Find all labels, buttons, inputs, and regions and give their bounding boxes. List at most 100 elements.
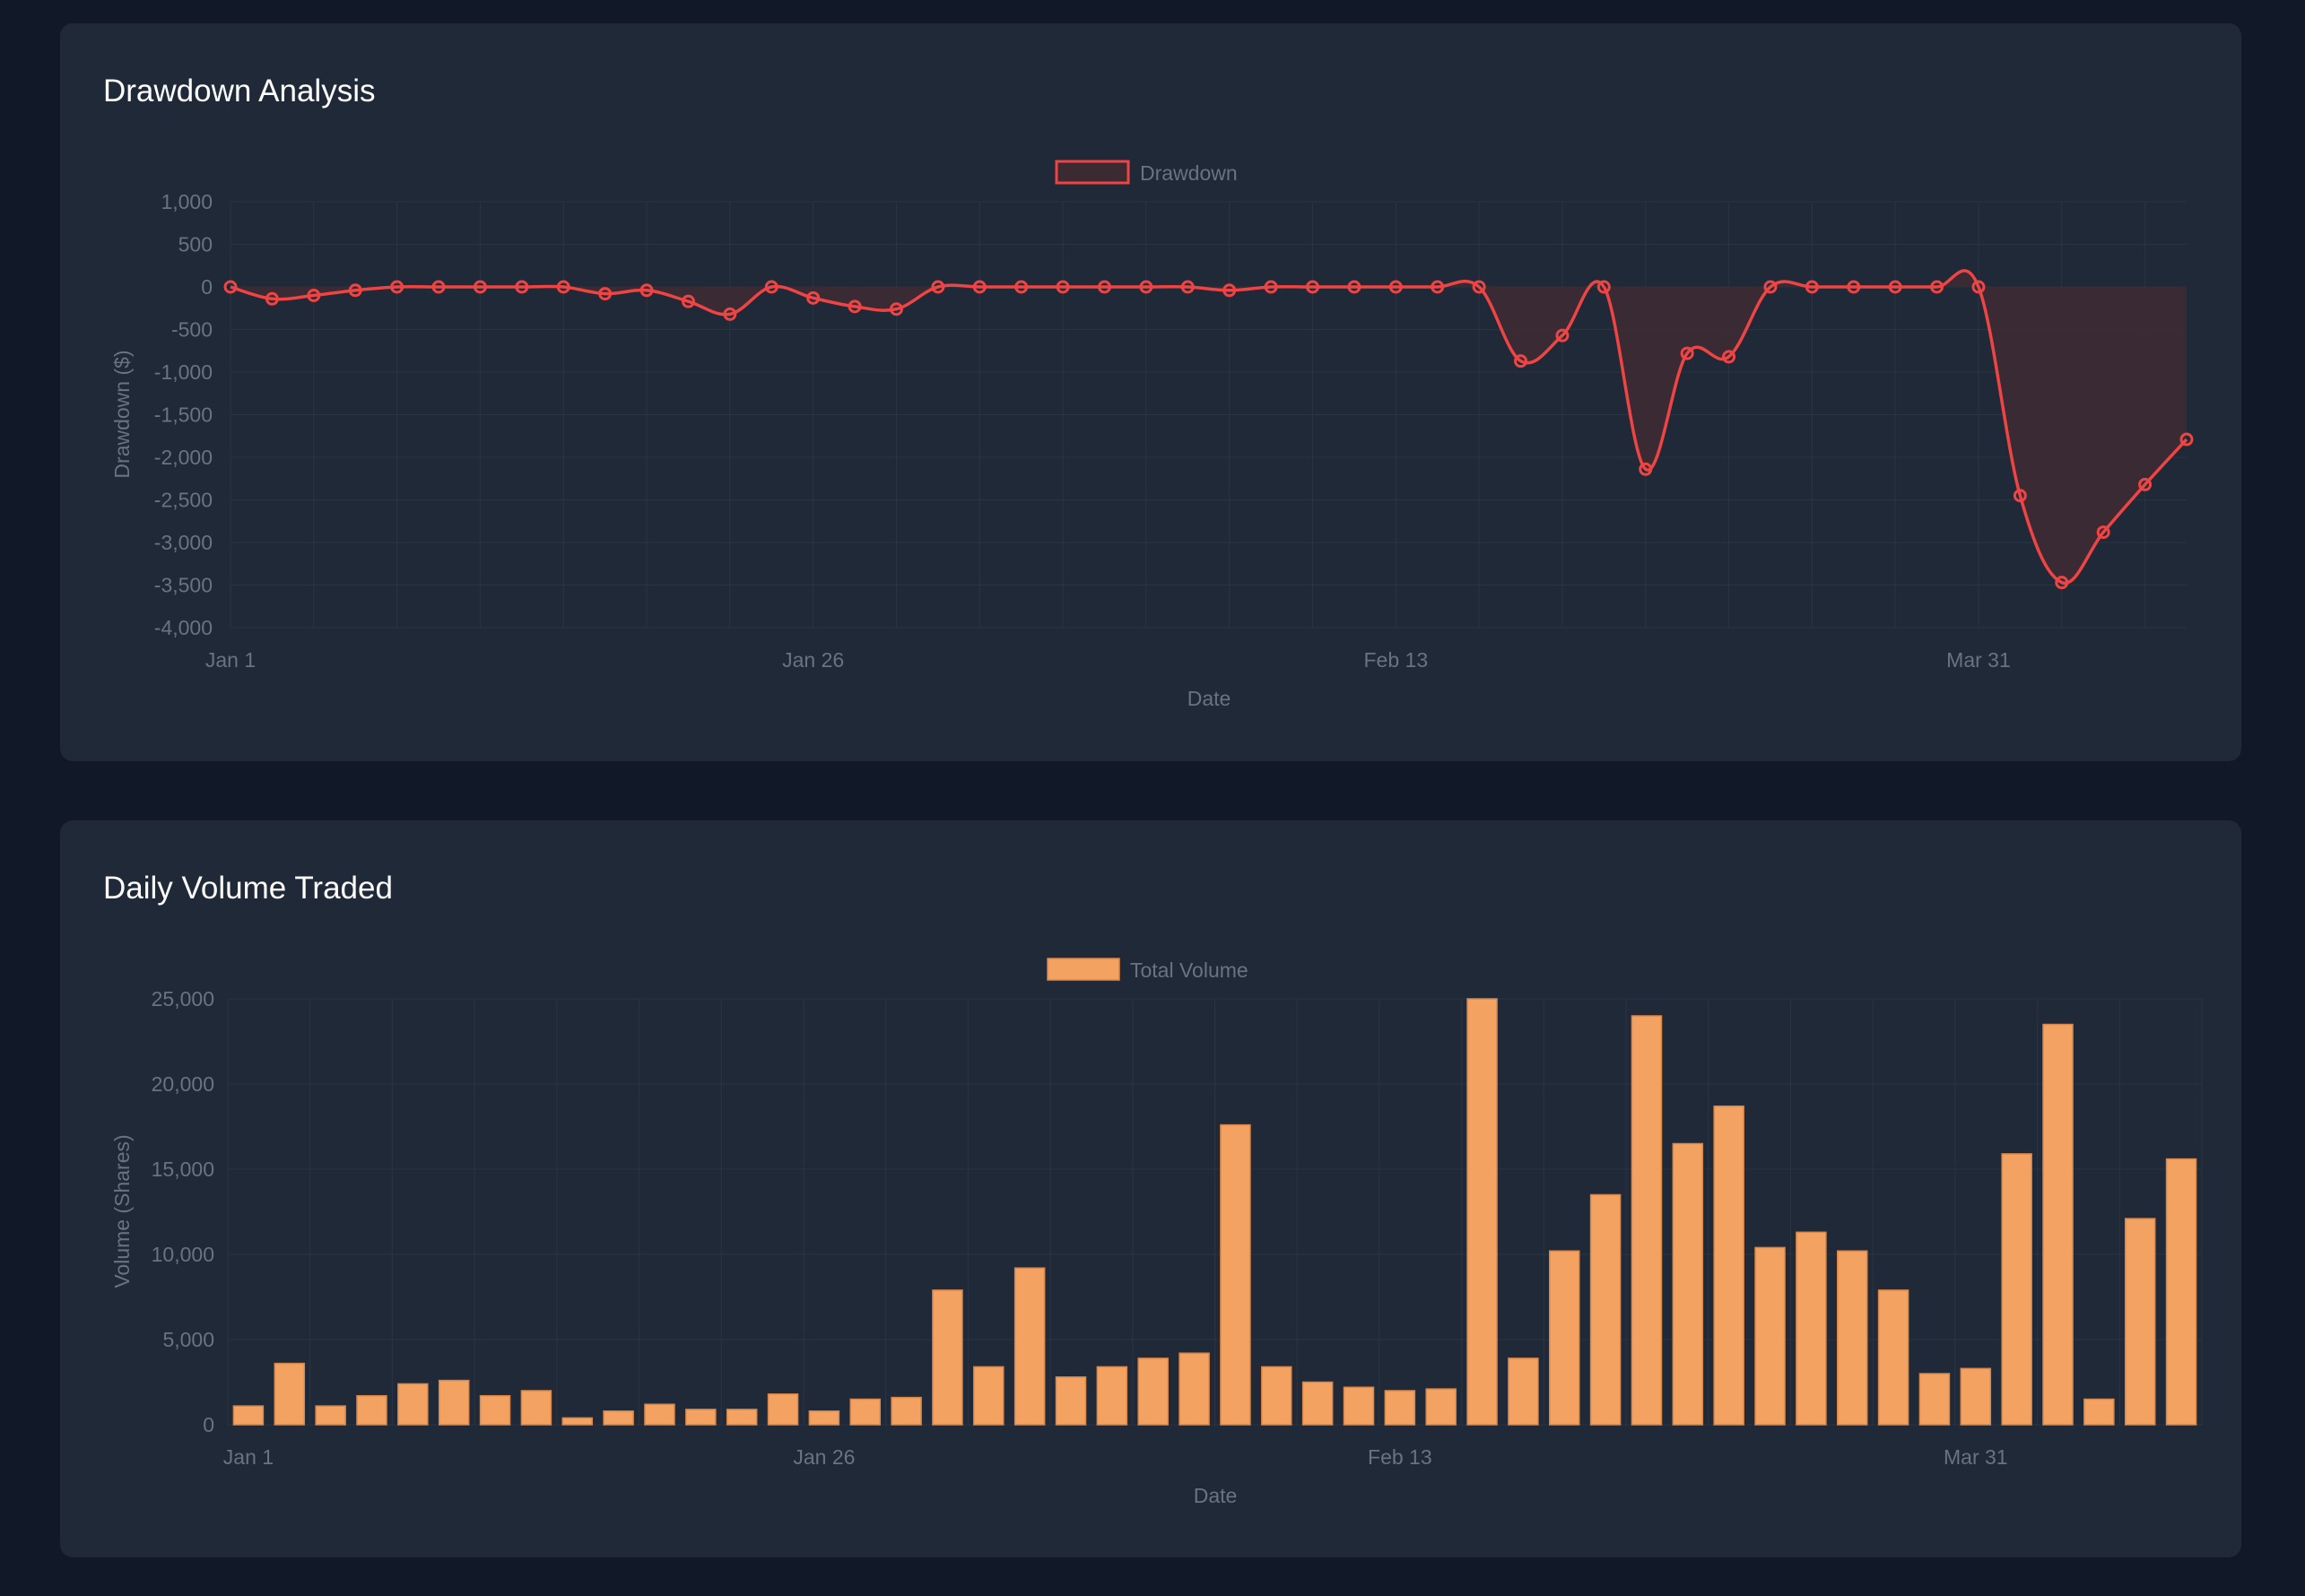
y-tick-label: -2,500 [154, 489, 213, 512]
data-point [639, 283, 654, 298]
volume-card-title: Daily Volume Traded [103, 871, 393, 906]
data-point [1514, 354, 1528, 369]
volume-bar [1466, 998, 1498, 1426]
x-tick-label: Feb 13 [1364, 648, 1429, 672]
y-axis-title: Drawdown ($) [110, 350, 134, 478]
data-point [223, 280, 238, 294]
data-point [307, 289, 321, 302]
legend-swatch [1055, 160, 1130, 185]
data-point [848, 299, 862, 314]
data-point [1722, 350, 1736, 364]
y-tick-label: 1,000 [161, 190, 213, 213]
y-tick-label: 500 [178, 233, 213, 256]
data-point [1347, 280, 1361, 294]
x-tick-label: Feb 13 [1368, 1445, 1432, 1469]
y-tick-label: -500 [171, 318, 213, 342]
data-point [1180, 280, 1195, 294]
volume-bar [1836, 1250, 1868, 1426]
volume-bar [2001, 1153, 2032, 1426]
volume-bar [274, 1362, 306, 1426]
data-point [1639, 462, 1653, 476]
volume-bar [1179, 1352, 1210, 1426]
volume-bar [2165, 1158, 2197, 1426]
data-point [348, 283, 362, 298]
volume-bar [438, 1379, 470, 1426]
y-tick-label: -3,500 [154, 574, 213, 597]
volume-bar [561, 1417, 594, 1426]
data-point [1763, 280, 1778, 294]
volume-bar [1096, 1366, 1128, 1426]
volume-bar [808, 1410, 840, 1426]
data-point [931, 280, 945, 294]
volume-bar [2083, 1398, 2115, 1426]
data-point [1472, 280, 1486, 294]
data-point [390, 280, 404, 294]
volume-bar [1672, 1142, 1704, 1426]
data-point [2096, 525, 2110, 540]
data-point [1056, 280, 1070, 294]
volume-bar [1631, 1015, 1663, 1426]
volume-bar [397, 1383, 429, 1426]
volume-bar [644, 1403, 675, 1426]
data-point [2179, 432, 2194, 447]
y-tick-label: 15,000 [152, 1158, 214, 1181]
x-axis-title: Date [1187, 687, 1231, 710]
volume-bar [1220, 1123, 1251, 1426]
y-tick-label: 25,000 [152, 987, 214, 1011]
x-tick-label: Jan 26 [782, 648, 844, 672]
y-tick-label: -1,000 [154, 360, 213, 384]
data-point [1805, 280, 1819, 294]
volume-bar [356, 1394, 387, 1426]
y-tick-label: 5,000 [162, 1328, 214, 1351]
data-point [889, 302, 903, 317]
y-tick-label: -3,000 [154, 531, 213, 554]
volume-bar [1754, 1246, 1786, 1426]
drawdown-area-fill [230, 270, 2187, 584]
data-point [1222, 283, 1237, 298]
volume-bar [891, 1396, 922, 1426]
volume-bar [1918, 1373, 1951, 1426]
y-tick-label: 0 [201, 275, 213, 299]
legend-label: Drawdown [1140, 161, 1238, 185]
volume-bar [1384, 1390, 1416, 1426]
volume-bar [973, 1366, 1005, 1426]
volume-bar [1549, 1250, 1580, 1426]
data-point [515, 280, 529, 294]
volume-bar [932, 1289, 963, 1426]
y-axis-title: Volume (Shares) [110, 1134, 134, 1288]
x-tick-label: Mar 31 [1944, 1445, 2008, 1469]
volume-bar [849, 1398, 881, 1426]
y-tick-label: -2,000 [154, 446, 213, 469]
data-point [723, 307, 737, 321]
volume-bar [1877, 1289, 1909, 1426]
volume-bar [1137, 1357, 1169, 1426]
volume-bar [1013, 1267, 1046, 1426]
legend-swatch [1047, 958, 1120, 981]
y-tick-label: 0 [203, 1413, 214, 1436]
y-tick-label: 20,000 [152, 1072, 214, 1096]
drawdown-card-title: Drawdown Analysis [103, 74, 376, 108]
data-point [556, 280, 570, 294]
volume-bar [1796, 1231, 1827, 1426]
volume-bar [767, 1393, 799, 1426]
volume-bar [1055, 1376, 1087, 1426]
volume-bar [479, 1394, 511, 1426]
legend-label: Total Volume [1130, 958, 1248, 982]
data-point [806, 291, 821, 305]
data-point [1555, 328, 1570, 343]
volume-card: Daily Volume Traded 25,000 20,000 15,000 10… [60, 820, 2241, 1557]
data-point [2138, 477, 2153, 491]
data-point [473, 280, 487, 294]
data-point [1596, 280, 1611, 294]
data-point [598, 287, 613, 301]
x-axis-title: Date [1194, 1484, 1238, 1507]
data-point [1264, 280, 1278, 294]
data-point [1014, 280, 1029, 294]
volume-bar [1960, 1367, 1992, 1426]
volume-bar [1261, 1366, 1292, 1426]
volume-bar [726, 1409, 758, 1426]
y-tick-label: 10,000 [152, 1243, 214, 1266]
volume-bar [1508, 1357, 1539, 1426]
volume-bar [232, 1405, 265, 1426]
data-point [265, 291, 279, 306]
